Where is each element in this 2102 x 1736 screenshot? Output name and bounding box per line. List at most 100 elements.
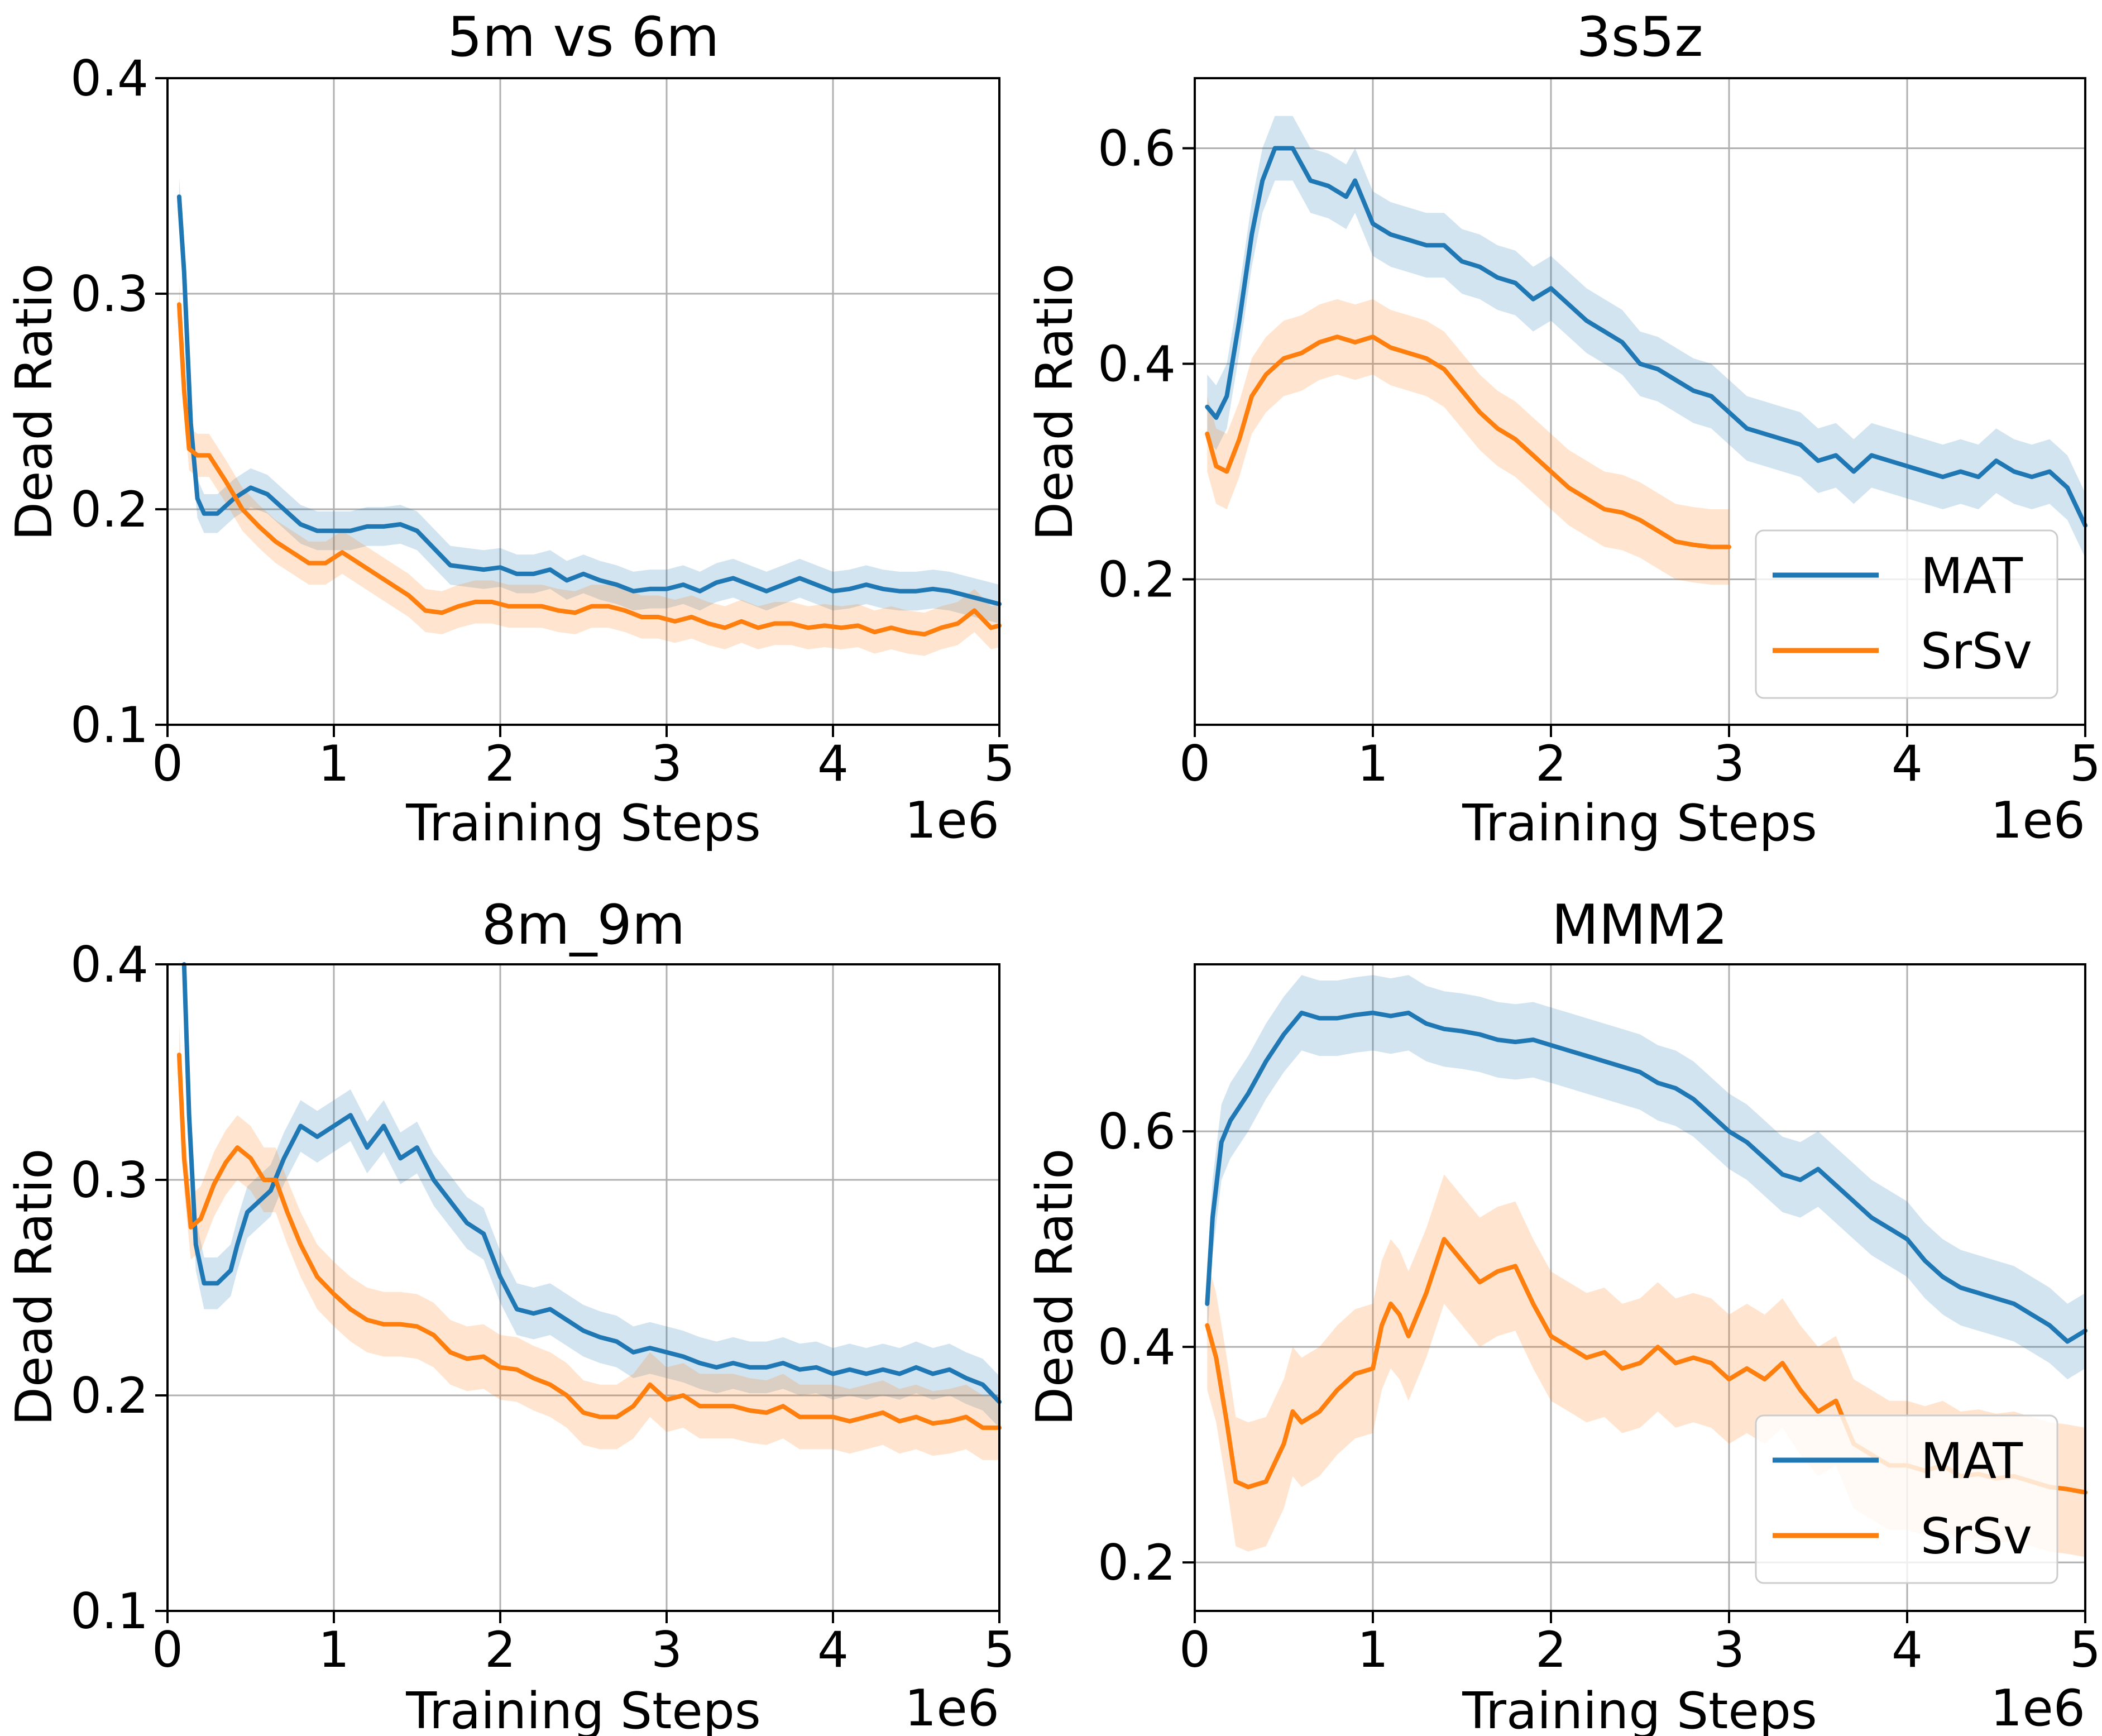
legend: MAT SrSv [1755, 529, 2058, 699]
srsv-line [176, 302, 1002, 637]
x-tick-label: 0 [1179, 1621, 1210, 1678]
bands [179, 964, 999, 1460]
x-axis-label: Training Steps [1462, 794, 1817, 853]
bands [179, 177, 999, 656]
legend-box [1755, 529, 2058, 699]
mat-band [179, 177, 999, 624]
srsv-band [1207, 299, 1729, 585]
srsv-line [1205, 334, 1731, 549]
x-axis-label: Training Steps [1462, 1682, 1817, 1736]
y-tick-label: 0.4 [70, 50, 149, 107]
lines [1205, 146, 2087, 549]
srsv-band [179, 283, 999, 656]
panel-3s5z: 3s5z 0 1 2 3 4 5 0.2 0.4 0.6 MAT SrSv Training … [1026, 6, 2101, 853]
plot-frame [1194, 963, 2086, 1612]
x-tick-label: 0 [1179, 735, 1210, 792]
x-ticks: 0 1 2 3 4 5 [152, 1611, 1015, 1678]
panel-mmm2: MMM2 0 1 2 3 4 5 0.2 0.4 0.6 MAT SrSv Training … [1026, 893, 2101, 1736]
x-tick-label: 1 [318, 735, 349, 792]
x-tick-label: 5 [984, 1621, 1015, 1678]
y-axis-label: Dead Ratio [1026, 1149, 1084, 1426]
y-tick-label: 0.3 [70, 1151, 149, 1209]
x-tick-label: 5 [2070, 1621, 2101, 1678]
y-tick-label: 0.2 [1098, 1534, 1176, 1591]
mat-band [1207, 116, 2085, 558]
legend-label-mat: MAT [1921, 1432, 2023, 1490]
y-tick-label: 0.4 [70, 936, 149, 993]
panel-8m-9m: 8m_9m 0 1 2 3 4 5 0.1 0.2 0.3 0.4 Training Steps… [5, 893, 1015, 1736]
plot-frame [1194, 77, 2086, 726]
x-tick-label: 3 [1713, 735, 1745, 792]
y-tick-label: 0.2 [1098, 551, 1176, 608]
bands [1207, 116, 2085, 585]
mat-line [1205, 146, 2087, 528]
y-ticks: 0.1 0.2 0.3 0.4 [70, 936, 167, 1640]
y-ticks: 0.2 0.4 0.6 [1098, 1103, 1195, 1591]
plot-frame [166, 963, 1000, 1612]
x-tick-label: 2 [1535, 735, 1567, 792]
srsv-band [179, 1022, 999, 1460]
plot-frame [166, 77, 1000, 726]
x-tick-label: 4 [817, 735, 849, 792]
mat-line [1205, 1010, 2087, 1344]
x-ticks: 0 1 2 3 4 5 [1179, 725, 2101, 792]
x-ticks: 0 1 2 3 4 5 [1179, 1611, 2101, 1678]
y-tick-label: 0.6 [1098, 119, 1176, 177]
x-tick-label: 3 [651, 1621, 682, 1678]
legend: MAT SrSv [1755, 1414, 2058, 1584]
mat-band [184, 964, 999, 1428]
x-tick-label: 0 [152, 1621, 183, 1678]
panel-5m-vs-6m: 5m vs 6m 0 1 2 3 4 5 0.1 0.2 0.3 0.4 Training St… [5, 6, 1015, 853]
y-tick-label: 0.1 [70, 1582, 149, 1640]
legend-label-mat: MAT [1921, 547, 2023, 605]
x-tick-label: 1 [1357, 1621, 1388, 1678]
y-axis-label: Dead Ratio [5, 1149, 64, 1426]
x-offset-text: 1e6 [1990, 1679, 2085, 1736]
x-tick-label: 5 [2070, 735, 2101, 792]
y-tick-label: 0.4 [1098, 1318, 1176, 1376]
y-tick-label: 0.1 [70, 696, 149, 754]
x-tick-label: 3 [651, 735, 682, 792]
x-axis-label: Training Steps [405, 794, 761, 853]
y-tick-label: 0.6 [1098, 1103, 1176, 1160]
x-tick-label: 4 [1892, 735, 1923, 792]
y-axis-label: Dead Ratio [5, 264, 64, 541]
srsv-line [176, 1053, 1002, 1430]
x-axis-label: Training Steps [405, 1682, 761, 1736]
x-tick-label: 2 [1535, 1621, 1567, 1678]
x-tick-label: 5 [984, 735, 1015, 792]
x-tick-label: 2 [485, 735, 516, 792]
x-tick-label: 4 [817, 1621, 849, 1678]
mat-line [181, 962, 1002, 1404]
y-tick-label: 0.2 [70, 481, 149, 538]
grid [166, 963, 1000, 1612]
x-tick-label: 2 [485, 1621, 516, 1678]
lines [176, 962, 1002, 1430]
x-offset-text: 1e6 [904, 1679, 999, 1736]
x-offset-text: 1e6 [1990, 791, 2085, 850]
y-ticks: 0.1 0.2 0.3 0.4 [70, 50, 167, 754]
x-tick-label: 3 [1713, 1621, 1745, 1678]
x-offset-text: 1e6 [904, 791, 999, 850]
y-tick-label: 0.4 [1098, 335, 1176, 393]
panel-title: 3s5z [1576, 6, 1703, 69]
y-tick-label: 0.2 [70, 1367, 149, 1424]
panel-title: 8m_9m [482, 893, 686, 957]
legend-label-srsv: SrSv [1921, 623, 2032, 680]
x-tick-label: 1 [318, 1621, 349, 1678]
mat-band [1207, 975, 2085, 1380]
mat-line [176, 194, 1002, 606]
x-ticks: 0 1 2 3 4 5 [152, 725, 1015, 792]
legend-box [1755, 1414, 2058, 1584]
lines [176, 194, 1002, 637]
panel-title: 5m vs 6m [448, 6, 720, 69]
x-tick-label: 1 [1357, 735, 1388, 792]
y-ticks: 0.2 0.4 0.6 [1098, 119, 1195, 608]
x-tick-label: 0 [152, 735, 183, 792]
x-tick-label: 4 [1892, 1621, 1923, 1678]
legend-label-srsv: SrSv [1921, 1508, 2032, 1565]
y-tick-label: 0.3 [70, 265, 149, 323]
panel-title: MMM2 [1552, 893, 1728, 957]
y-axis-label: Dead Ratio [1026, 264, 1084, 541]
